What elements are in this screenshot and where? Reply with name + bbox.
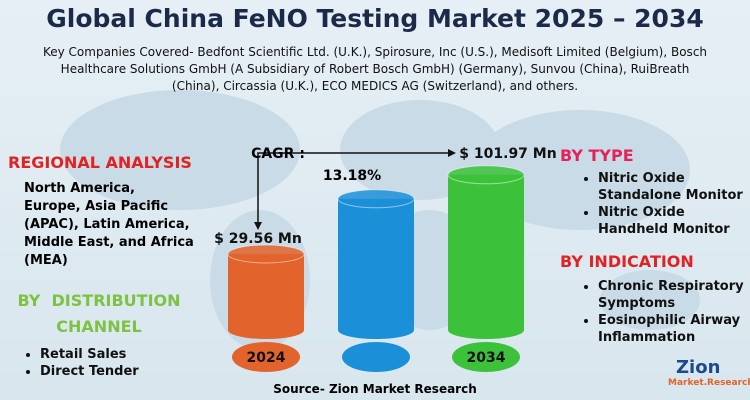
- logo-sub: Market.Research: [668, 378, 750, 388]
- cagr-value: 13.18%: [323, 168, 381, 184]
- distribution-heading: BY DISTRIBUTION CHANNEL: [17, 291, 187, 336]
- growth-arrow: [257, 152, 452, 228]
- arrow-head: [254, 222, 262, 230]
- x-tick-label: 2034: [467, 350, 506, 366]
- arrow-head: [448, 149, 456, 157]
- cylinder-top: [447, 165, 525, 185]
- year-badge: [232, 342, 300, 372]
- value-label: $ 101.97 Mn: [459, 146, 556, 162]
- indication-heading: BY INDICATION: [560, 252, 694, 271]
- value-label: $ 29.56 Mn: [214, 231, 302, 247]
- logo: Zion: [676, 357, 721, 378]
- type-list: Nitric Oxide Standalone MonitorNitric Ox…: [580, 170, 750, 238]
- list-item: Nitric Oxide Handheld Monitor: [598, 204, 750, 238]
- regional-text: North America, Europe, Asia Pacific (APA…: [24, 181, 194, 268]
- x-tick-label: 2024: [247, 350, 286, 366]
- list-item: Nitric Oxide Standalone Monitor: [598, 170, 750, 204]
- distribution-list: Retail SalesDirect Tender: [22, 346, 139, 380]
- key-companies: Key Companies Covered- Bedfont Scientifi…: [42, 45, 708, 93]
- year-badge: [342, 342, 410, 372]
- cylinder: [338, 198, 414, 339]
- list-item: Chronic Respiratory Symptoms: [598, 278, 750, 312]
- cylinder-top: [337, 189, 415, 209]
- year-badge: [452, 342, 520, 372]
- cylinder: [228, 253, 304, 339]
- indication-list: Chronic Respiratory SymptomsEosinophilic…: [580, 278, 750, 346]
- list-item: Retail Sales: [40, 346, 139, 363]
- list-item: Direct Tender: [40, 363, 139, 380]
- list-item: Eosinophilic Airway Inflammation: [598, 312, 750, 346]
- cylinder: [448, 174, 524, 339]
- cagr-label: CAGR :: [251, 146, 305, 162]
- cylinder-top: [227, 244, 305, 264]
- regional-heading: REGIONAL ANALYSIS: [8, 153, 192, 172]
- title: Global China FeNO Testing Market 2025 – …: [46, 4, 704, 33]
- source: Source- Zion Market Research: [273, 382, 477, 396]
- type-heading: BY TYPE: [560, 146, 634, 165]
